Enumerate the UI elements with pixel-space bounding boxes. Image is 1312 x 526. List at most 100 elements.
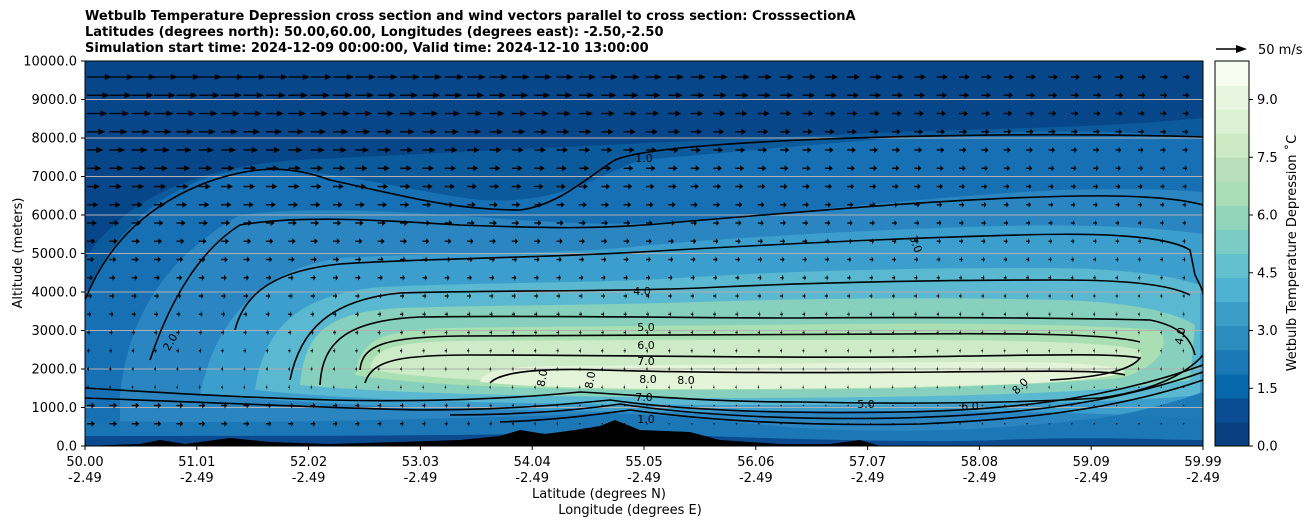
wind-vector [131,384,134,391]
wind-vector [1115,311,1118,318]
wind-vector [109,420,118,427]
wind-vector [869,293,873,299]
wind-vector [198,147,215,153]
wind-vector [489,366,492,372]
wind-vector [511,402,514,409]
wind-vector [377,311,382,318]
wind-vector [1137,329,1140,336]
wind-vector [690,329,694,336]
wind-vector [690,347,693,354]
wind-vector [981,423,984,425]
wind-vector [131,165,146,172]
wind-vector [310,165,324,172]
wind-vector [869,404,872,407]
wind-vector [265,274,272,281]
wind-vector [847,293,851,299]
wind-vector [824,238,830,245]
wind-vector [198,293,204,299]
wind-vector [1160,347,1162,354]
colorbar: 0.0 1.5 3.0 4.5 6.0 7.5 9.0 Wetbulb Temperatur… [1214,60,1300,455]
wind-vector [310,74,332,80]
wind-vector [757,384,760,391]
wind-vector [1182,238,1186,245]
wind-vector [265,201,276,208]
wind-vector [332,238,341,245]
wind-vector [824,384,827,391]
wind-vector [1093,110,1101,117]
wind-vector [1137,92,1146,99]
wind-vector [690,238,697,245]
wind-vector [221,147,237,153]
wind-vector [735,147,746,153]
wind-vector [310,274,316,281]
wind-vector [534,74,552,80]
wind-vector [735,74,750,80]
wind-vector [959,311,962,318]
wind-vector [221,402,228,409]
wind-vector [355,311,359,318]
wind-vector [154,147,170,153]
x-tick-label-lon: -2.49 [851,471,885,486]
wind-vector [646,311,649,318]
wind-vector [869,92,881,99]
wind-vector [578,274,584,281]
wind-vector [1003,329,1006,336]
wind-vector [1003,347,1006,354]
wind-vector [959,384,961,391]
wind-vector [1182,183,1187,190]
wind-vector [400,110,417,117]
wind-vector [1137,128,1145,135]
wind-vector [422,238,430,245]
wind-vector [1093,92,1102,99]
wind-vector [757,74,772,80]
wind-vector [1048,329,1051,336]
wind-vector [1137,311,1140,318]
wind-vector [959,92,969,99]
wind-vector [1048,293,1051,299]
contour-label: 5.0 [857,398,875,411]
wind-vector [1003,384,1005,391]
wind-vector [713,423,715,425]
wind-vector [690,384,693,391]
wind-vector [511,201,521,208]
wind-vector [1048,256,1052,263]
x-tick-label-lon: -2.49 [739,471,773,486]
wind-vector [243,256,250,263]
wind-vector [556,256,562,263]
wind-vector [1026,147,1033,153]
wind-vector [534,110,549,117]
wind-vector [646,293,650,299]
wind-vector [936,110,947,117]
wind-vector [780,165,789,172]
wind-vector [422,329,426,336]
wind-vector [578,92,595,99]
wind-vector [914,92,925,99]
wind-vector [735,183,744,190]
wind-vector [109,128,128,135]
colorbar-tick-label: 1.5 [1257,382,1278,397]
wind-vector [221,420,228,427]
wind-vector [422,220,431,226]
wind-vector [377,366,380,372]
wind-vector [243,183,256,190]
wind-vector [489,329,493,336]
colorbar-band [1215,229,1249,254]
wind-vector [780,274,784,281]
wind-vector [735,128,747,135]
contour-label: 5.0 [637,321,655,334]
wind-vector [869,256,874,263]
wind-vector [713,110,726,117]
wind-vector [869,147,878,153]
wind-vector [87,329,91,336]
wind-vector [1026,110,1035,117]
wind-vector [221,329,225,336]
wind-vector [1137,220,1142,226]
wind-vector [735,366,738,372]
wind-vector [690,92,705,99]
title-line-2: Latitudes (degrees north): 50.00,60.00, … [85,25,664,40]
wind-vector [154,220,164,226]
wind-vector [936,256,941,263]
wind-vector [1026,423,1028,425]
wind-vector [1026,201,1031,208]
wind-vector [847,74,860,80]
